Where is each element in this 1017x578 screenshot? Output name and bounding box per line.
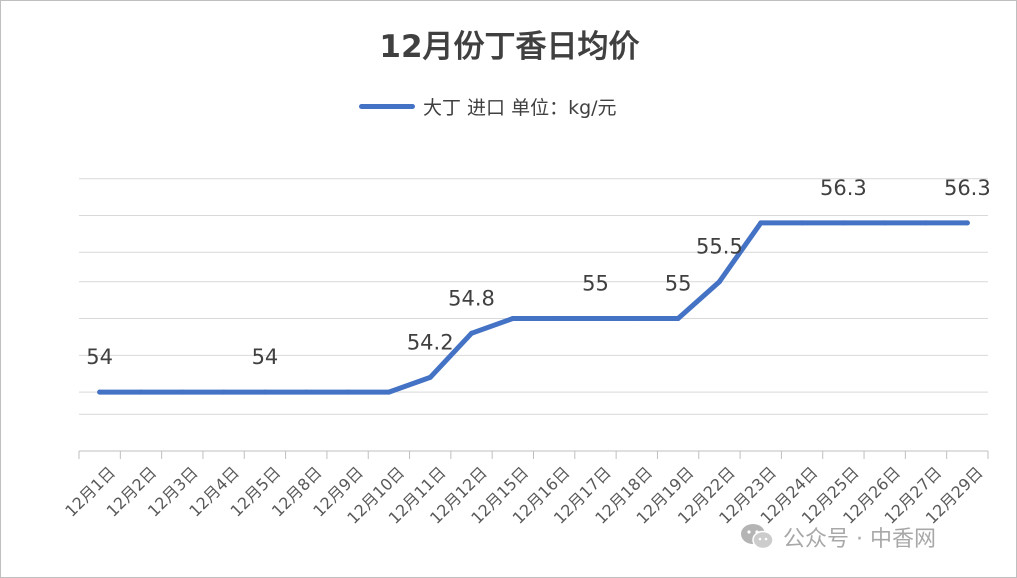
data-point (882, 220, 888, 226)
data-label: 55 (582, 272, 609, 296)
chart-title: 12月份丁香日均价 (379, 29, 640, 65)
data-point (345, 389, 351, 395)
data-label: 54 (86, 345, 113, 369)
data-point (923, 220, 929, 226)
data-label: 55 (665, 272, 692, 296)
data-point (510, 316, 516, 322)
data-point (303, 389, 309, 395)
data-point (551, 316, 557, 322)
data-label: 54.8 (448, 286, 495, 310)
data-point (592, 316, 598, 322)
data-point (758, 220, 764, 226)
data-point (262, 389, 268, 395)
data-point (427, 374, 433, 380)
data-point (97, 389, 103, 395)
wechat-icon (741, 524, 774, 550)
data-point (221, 389, 227, 395)
data-point (179, 389, 185, 395)
data-point (964, 220, 970, 226)
data-point (469, 330, 475, 336)
legend-label: 大丁 进口 单位：kg/元 (423, 97, 617, 119)
data-point (716, 279, 722, 285)
data-label: 55.5 (696, 235, 743, 259)
data-label: 54.2 (407, 330, 454, 354)
data-label: 56.3 (820, 176, 867, 200)
data-point (634, 316, 640, 322)
data-point (840, 220, 846, 226)
watermark-text: 公众号 · 中香网 (783, 527, 936, 552)
data-point (799, 220, 805, 226)
data-label: 56.3 (944, 176, 991, 200)
data-point (675, 316, 681, 322)
data-point (138, 389, 144, 395)
data-point (386, 389, 392, 395)
legend-swatch (359, 104, 415, 109)
series-line (97, 220, 970, 395)
data-label: 54 (252, 345, 279, 369)
watermark: 公众号 · 中香网 (739, 521, 936, 553)
legend: 大丁 进口 单位：kg/元 (359, 93, 617, 120)
